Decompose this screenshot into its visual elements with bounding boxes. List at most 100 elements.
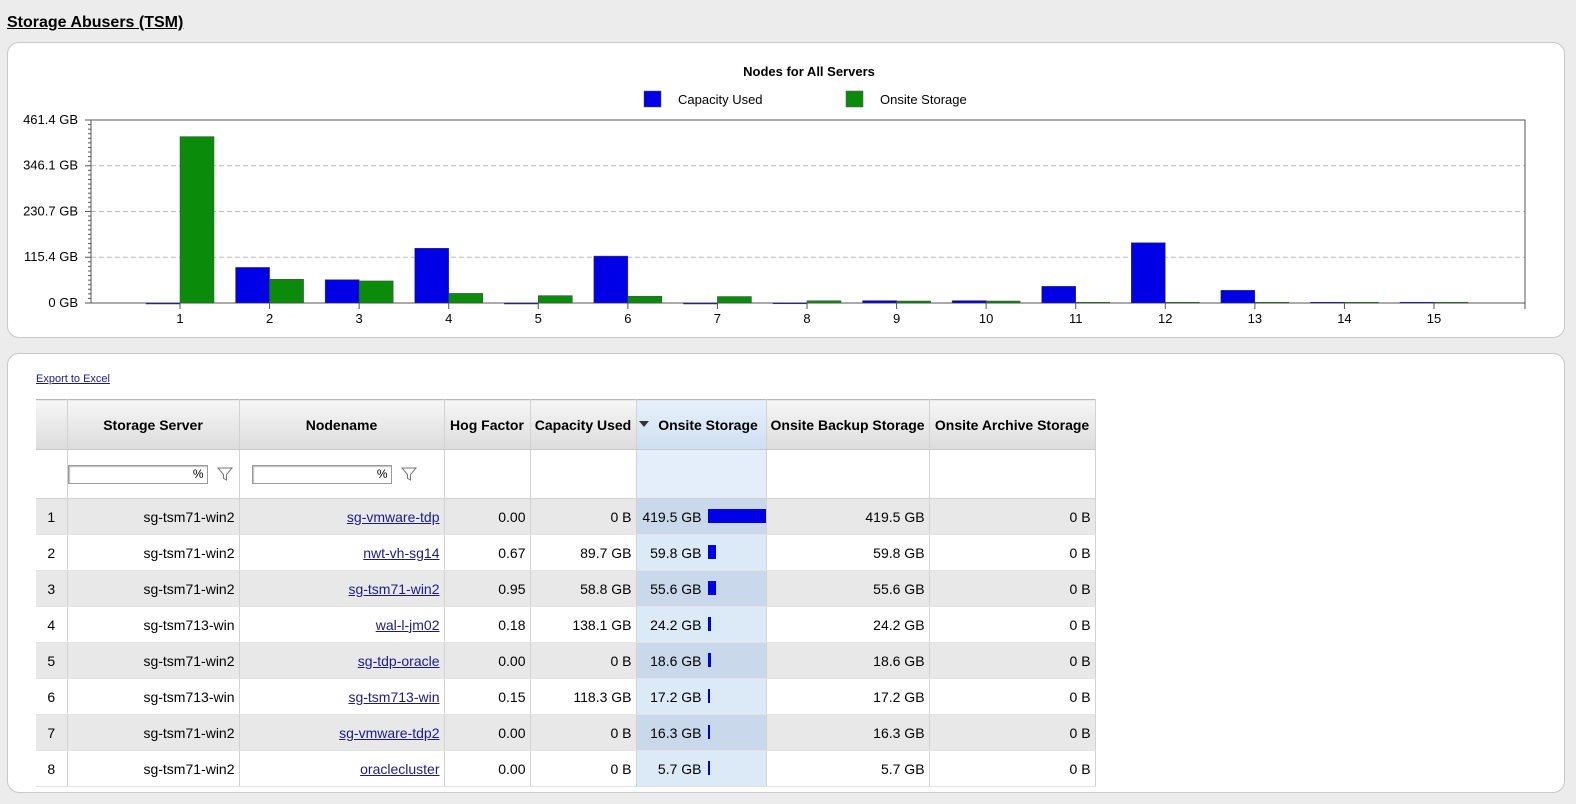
onsite-storage-value: 59.8 GB: [650, 545, 702, 561]
hog-factor-cell: 0.18: [444, 606, 531, 643]
onsite-storage-bar: [707, 689, 710, 703]
bar-onsite-storage-10[interactable]: [985, 300, 1021, 304]
x-tick-label: 1: [176, 311, 183, 326]
bar-capacity-used-10[interactable]: [951, 300, 987, 304]
legend-swatch-1: [643, 90, 662, 108]
capacity-used-cell: 89.7 GB: [530, 534, 637, 571]
bar-capacity-used-12[interactable]: [1131, 242, 1166, 304]
bar-capacity-used-4[interactable]: [414, 247, 449, 304]
col-header-onsite-backup-storage[interactable]: Onsite Backup Storage: [766, 399, 930, 450]
wildcard-label: %: [376, 466, 388, 481]
storage-server-cell: sg-tsm71-win2: [67, 570, 240, 607]
capacity-used-cell: 0 B: [530, 714, 637, 751]
bar-capacity-used-2[interactable]: [235, 267, 270, 304]
nodename-link[interactable]: sg-tdp-oracle: [357, 652, 440, 669]
capacity-used-cell: 0 B: [530, 498, 637, 535]
bar-onsite-storage-7[interactable]: [717, 296, 752, 304]
onsite-storage-bar: [707, 545, 716, 559]
bar-onsite-storage-12[interactable]: [1165, 301, 1200, 304]
nodename-filter-input[interactable]: %: [251, 464, 392, 484]
hog-factor-cell: 0.67: [444, 534, 531, 571]
bar-capacity-used-6[interactable]: [593, 255, 629, 304]
bar-capacity-used-7[interactable]: [683, 302, 718, 305]
bar-onsite-storage-5[interactable]: [538, 295, 573, 304]
nodename-link[interactable]: sg-vmware-tdp: [346, 508, 440, 525]
col-header-storage-server[interactable]: Storage Server: [67, 399, 240, 450]
onsite-storage-value: 24.2 GB: [650, 617, 702, 633]
bar-onsite-storage-3[interactable]: [358, 280, 394, 304]
bar-onsite-storage-13[interactable]: [1254, 301, 1290, 304]
nodename-link[interactable]: sg-tsm713-win: [348, 688, 440, 705]
onsite-storage-value: 16.3 GB: [650, 725, 702, 741]
bar-onsite-storage-1[interactable]: [179, 136, 215, 304]
bar-onsite-storage-4[interactable]: [448, 293, 483, 304]
storage-server-cell: sg-tsm713-win: [67, 606, 240, 643]
bar-onsite-storage-9[interactable]: [896, 300, 931, 304]
col-header-nodename[interactable]: Nodename: [239, 399, 445, 450]
bar-capacity-used-14[interactable]: [1310, 301, 1345, 304]
col-header-onsite-archive-storage[interactable]: Onsite Archive Storage: [929, 399, 1096, 450]
export-to-excel-link[interactable]: Export to Excel: [36, 373, 110, 385]
nodename-link[interactable]: sg-tsm71-win2: [348, 580, 440, 597]
onsite-storage-value: 55.6 GB: [650, 581, 702, 597]
bar-capacity-used-15[interactable]: [1399, 301, 1435, 304]
nodename-link[interactable]: sg-vmware-tdp2: [339, 724, 440, 741]
table-row[interactable]: 2 sg-tsm71-win2 nwt-vh-sg14 0.67 89.7 GB…: [36, 534, 1096, 571]
table-row[interactable]: 8 sg-tsm71-win2 oraclecluster 0.00 0 B 5…: [36, 750, 1096, 787]
bar-onsite-storage-14[interactable]: [1344, 301, 1379, 304]
x-tick-label: 4: [445, 311, 452, 326]
onsite-storage-cell: 24.2 GB: [636, 606, 767, 643]
table-row[interactable]: 7 sg-tsm71-win2 sg-vmware-tdp2 0.00 0 B …: [36, 714, 1096, 751]
col-header-capacity-used[interactable]: Capacity Used: [530, 399, 637, 450]
nodename-link[interactable]: nwt-vh-sg14: [363, 544, 440, 561]
storage-server-cell: sg-tsm71-win2: [67, 642, 240, 679]
onsite-backup-storage-cell: 5.7 GB: [766, 750, 930, 787]
onsite-storage-cell: 18.6 GB: [636, 642, 767, 679]
storage-table: Storage Server Nodename Hog Factor Capac…: [36, 399, 1096, 787]
nodename-link[interactable]: wal-l-jm02: [375, 616, 440, 633]
x-tick-label: 13: [1248, 311, 1262, 326]
hog-factor-cell: 0.00: [444, 498, 531, 535]
nodename-link[interactable]: oraclecluster: [360, 760, 440, 777]
bar-capacity-used-1[interactable]: [145, 302, 181, 305]
table-row[interactable]: 3 sg-tsm71-win2 sg-tsm71-win2 0.95 58.8 …: [36, 570, 1096, 607]
storage-server-cell: sg-tsm71-win2: [67, 750, 240, 787]
filter-funnel-icon[interactable]: [401, 466, 418, 482]
bar-onsite-storage-6[interactable]: [627, 295, 663, 304]
onsite-storage-bar: [707, 725, 710, 739]
storage-server-filter-input[interactable]: %: [67, 464, 208, 484]
bar-onsite-storage-8[interactable]: [806, 300, 842, 304]
chart-panel: Nodes for All Servers Capacity Used Onsite…: [7, 42, 1565, 338]
onsite-backup-storage-cell: 55.6 GB: [766, 570, 930, 607]
col-header-hog-factor[interactable]: Hog Factor: [444, 399, 531, 450]
row-index: 5: [36, 642, 68, 679]
onsite-storage-value: 5.7 GB: [657, 761, 702, 777]
x-tick-label: 8: [803, 311, 810, 326]
table-row[interactable]: 6 sg-tsm713-win sg-tsm713-win 0.15 118.3…: [36, 678, 1096, 715]
onsite-archive-storage-cell: 0 B: [929, 750, 1096, 787]
table-row[interactable]: 4 sg-tsm713-win wal-l-jm02 0.18 138.1 GB…: [36, 606, 1096, 643]
storage-server-cell: sg-tsm71-win2: [67, 534, 240, 571]
onsite-backup-storage-cell: 17.2 GB: [766, 678, 930, 715]
col-header-onsite-storage-label: Onsite Storage: [658, 416, 758, 433]
bar-capacity-used-3[interactable]: [324, 279, 360, 304]
sort-descending-icon: [638, 421, 649, 427]
capacity-used-cell: 138.1 GB: [530, 606, 637, 643]
x-tick-label: 6: [624, 311, 631, 326]
bar-onsite-storage-11[interactable]: [1075, 301, 1110, 304]
col-header-onsite-storage[interactable]: Onsite Storage: [636, 399, 767, 450]
x-tick-label: 7: [714, 311, 721, 326]
onsite-backup-storage-cell: 59.8 GB: [766, 534, 930, 571]
bar-capacity-used-5[interactable]: [504, 302, 539, 305]
bar-onsite-storage-2[interactable]: [269, 279, 304, 304]
table-row[interactable]: 1 sg-tsm71-win2 sg-vmware-tdp 0.00 0 B 4…: [36, 498, 1096, 535]
bar-chart: Nodes for All Servers Capacity Used Onsite…: [23, 64, 1526, 326]
bar-onsite-storage-15[interactable]: [1433, 301, 1469, 304]
filter-funnel-icon[interactable]: [217, 466, 234, 482]
onsite-storage-cell: 16.3 GB: [636, 714, 767, 751]
bar-capacity-used-13[interactable]: [1220, 290, 1256, 304]
bar-capacity-used-8[interactable]: [772, 302, 808, 305]
table-row[interactable]: 5 sg-tsm71-win2 sg-tdp-oracle 0.00 0 B 1…: [36, 642, 1096, 679]
bar-capacity-used-9[interactable]: [862, 300, 897, 304]
bar-capacity-used-11[interactable]: [1041, 286, 1076, 304]
